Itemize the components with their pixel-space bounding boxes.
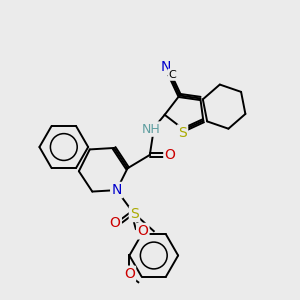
Text: O: O bbox=[110, 216, 121, 230]
Text: NH: NH bbox=[142, 123, 161, 136]
Text: S: S bbox=[130, 207, 139, 221]
Text: S: S bbox=[178, 126, 187, 140]
Text: O: O bbox=[124, 267, 135, 281]
Text: N: N bbox=[111, 183, 122, 197]
Text: O: O bbox=[165, 148, 176, 162]
Text: N: N bbox=[160, 60, 171, 74]
Text: O: O bbox=[137, 224, 148, 238]
Text: C: C bbox=[169, 70, 177, 80]
